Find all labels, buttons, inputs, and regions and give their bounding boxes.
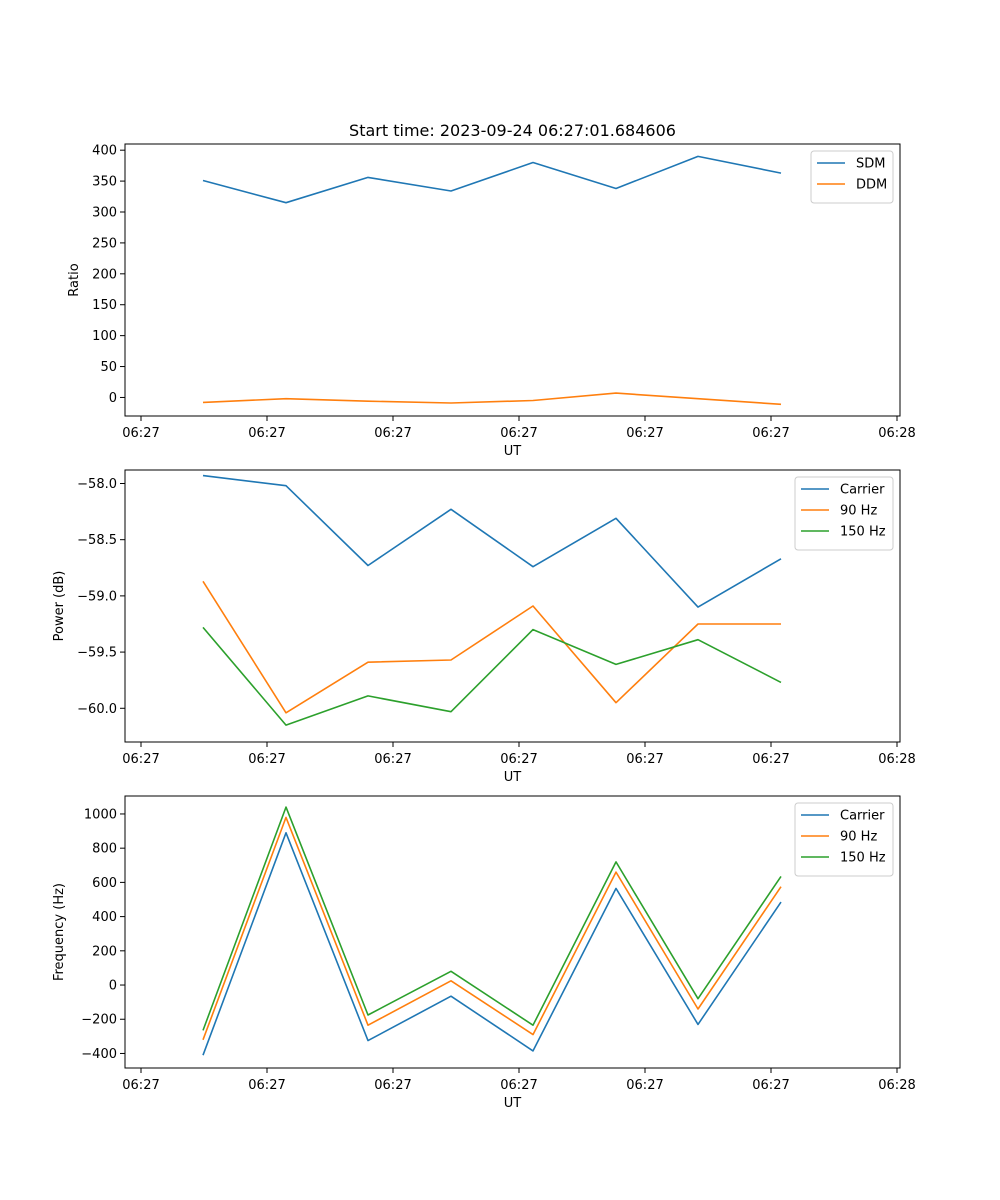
legend-label: SDM <box>856 157 885 172</box>
x-axis-label: UT <box>504 770 522 785</box>
x-tick-label: 06:27 <box>752 752 789 767</box>
y-tick-label: 350 <box>92 175 117 190</box>
y-tick-label: 300 <box>92 206 117 221</box>
x-tick-label: 06:28 <box>878 1078 915 1093</box>
y-tick-label: 1000 <box>84 807 117 822</box>
x-tick-label: 06:27 <box>374 752 411 767</box>
legend-label: 90 Hz <box>840 830 877 845</box>
y-axis-label: Ratio <box>67 263 82 296</box>
legend-box <box>810 150 894 204</box>
x-tick-label: 06:27 <box>500 1078 537 1093</box>
y-tick-label: −58.0 <box>77 477 117 492</box>
x-tick-label: 06:27 <box>626 426 663 441</box>
x-tick-label: 06:27 <box>500 426 537 441</box>
x-tick-label: 06:27 <box>248 1078 285 1093</box>
x-tick-label: 06:27 <box>626 752 663 767</box>
x-tick-label: 06:27 <box>500 752 537 767</box>
subplot-2: 06:27 06:27 06:27 06:27 06:27 06:27 06:28 −58.0… <box>52 469 916 785</box>
y-tick-label: 0 <box>109 979 117 994</box>
legend-label: 90 Hz <box>840 504 877 519</box>
axes-frame <box>124 795 901 1069</box>
series-line-carrier <box>202 831 782 1056</box>
subplots: 06:27 06:27 06:27 06:27 06:27 06:27 06:28 0 50 10… <box>52 143 916 1111</box>
axes-frame <box>124 143 901 417</box>
subplot-1: 06:27 06:27 06:27 06:27 06:27 06:27 06:28 0 50 10… <box>67 143 916 459</box>
y-tick-label: 100 <box>92 329 117 344</box>
y-tick-label: 150 <box>92 298 117 313</box>
legend-label: 150 Hz <box>840 525 886 540</box>
y-tick-label: 200 <box>92 267 117 282</box>
y-tick-label: 0 <box>109 391 117 406</box>
legend: SDM DDM <box>810 150 894 204</box>
series-line-ddm <box>202 392 782 406</box>
x-tick-label: 06:27 <box>626 1078 663 1093</box>
x-axis-label: UT <box>504 444 522 459</box>
y-tick-label: −59.5 <box>77 646 117 661</box>
legend-label: 150 Hz <box>840 851 886 866</box>
x-tick-label: 06:28 <box>878 426 915 441</box>
y-tick-label: −400 <box>81 1047 117 1062</box>
series-line-carrier <box>202 474 782 608</box>
subplot-3: 06:27 06:27 06:27 06:27 06:27 06:27 06:28 −400 −… <box>52 795 916 1111</box>
y-tick-label: −200 <box>81 1013 117 1028</box>
y-tick-label: 50 <box>100 360 117 375</box>
y-axis-label: Power (dB) <box>52 571 67 642</box>
y-tick-label: −60.0 <box>77 702 117 717</box>
legend: Carrier 90 Hz 150 Hz <box>794 476 894 551</box>
x-tick-label: 06:27 <box>248 426 285 441</box>
legend-label: Carrier <box>840 809 885 824</box>
y-tick-label: 600 <box>92 876 117 891</box>
legend-label: Carrier <box>840 483 885 498</box>
x-tick-label: 06:27 <box>122 752 159 767</box>
legend-label: DDM <box>856 178 887 193</box>
x-tick-label: 06:27 <box>122 426 159 441</box>
x-tick-label: 06:27 <box>248 752 285 767</box>
y-tick-label: 250 <box>92 236 117 251</box>
series-line-90-hz <box>202 816 782 1041</box>
x-tick-label: 06:27 <box>122 1078 159 1093</box>
legend: Carrier 90 Hz 150 Hz <box>794 802 894 877</box>
y-tick-label: −59.0 <box>77 589 117 604</box>
series-line-sdm <box>202 155 782 204</box>
x-tick-label: 06:27 <box>374 1078 411 1093</box>
x-tick-label: 06:27 <box>374 426 411 441</box>
x-axis-label: UT <box>504 1096 522 1111</box>
x-tick-label: 06:27 <box>752 426 789 441</box>
series-line-90-hz <box>202 580 781 714</box>
series-line-150-hz <box>202 626 782 726</box>
y-tick-label: 800 <box>92 842 117 857</box>
y-tick-label: 200 <box>92 944 117 959</box>
y-tick-label: −58.5 <box>77 533 117 548</box>
y-axis-label: Frequency (Hz) <box>52 883 67 981</box>
chart-title: Start time: 2023-09-24 06:27:01.684606 <box>349 121 676 140</box>
y-tick-label: 400 <box>92 144 117 159</box>
y-tick-label: 400 <box>92 910 117 925</box>
x-tick-label: 06:27 <box>752 1078 789 1093</box>
series-line-150-hz <box>202 806 782 1031</box>
x-tick-label: 06:28 <box>878 752 915 767</box>
axes-frame <box>124 469 901 743</box>
